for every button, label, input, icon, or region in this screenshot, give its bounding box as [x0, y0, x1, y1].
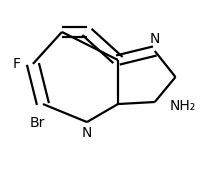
Text: N: N — [150, 32, 160, 46]
Text: N: N — [82, 126, 92, 140]
Text: F: F — [12, 57, 20, 71]
Text: Br: Br — [29, 116, 45, 130]
Text: NH₂: NH₂ — [170, 99, 196, 113]
